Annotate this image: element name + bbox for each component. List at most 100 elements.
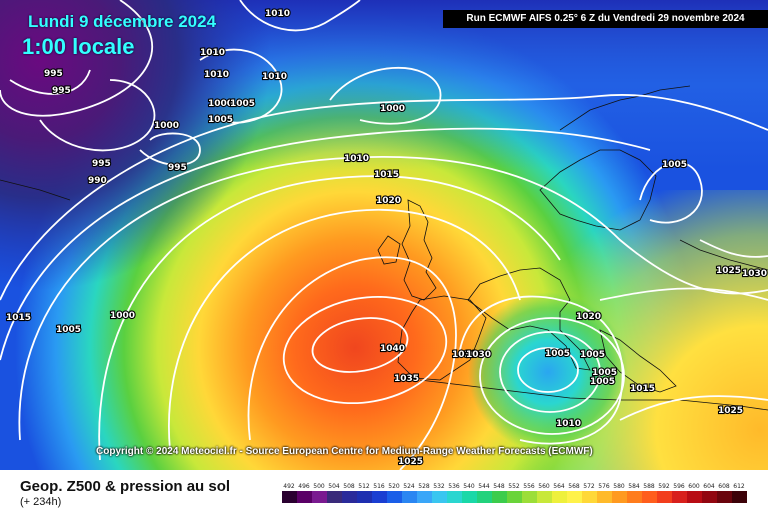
- colorbar-tick-label: 608: [718, 483, 730, 490]
- colorbar-swatch: [732, 491, 747, 503]
- lead-time: (+ 234h): [20, 496, 62, 508]
- colorbar-tick-label: 580: [613, 483, 625, 490]
- pressure-label: 1010: [262, 72, 287, 82]
- pressure-label: 1025: [718, 406, 743, 416]
- colorbar-swatch: [477, 491, 492, 503]
- pressure-label: 1000: [380, 104, 405, 114]
- colorbar-swatch: [312, 491, 327, 503]
- pressure-label: 1025: [716, 266, 741, 276]
- pressure-label: 1040: [380, 344, 405, 354]
- forecast-date: Lundi 9 décembre 2024: [28, 12, 217, 31]
- colorbar-swatch: [492, 491, 507, 503]
- pressure-label: 1030: [742, 269, 767, 279]
- colorbar-tick-label: 548: [493, 483, 505, 490]
- pressure-label: 1005: [662, 160, 687, 170]
- pressure-label: 1035: [394, 374, 419, 384]
- colorbar-swatch: [522, 491, 537, 503]
- colorbar-tick-label: 604: [703, 483, 715, 490]
- pressure-label: 1020: [376, 196, 401, 206]
- colorbar-tick-label: 568: [568, 483, 580, 490]
- colorbar-swatch: [282, 491, 297, 503]
- pressure-label: 1015: [6, 313, 31, 323]
- colorbar-swatch: [447, 491, 462, 503]
- colorbar-swatch: [372, 491, 387, 503]
- colorbar-tick-label: 536: [448, 483, 460, 490]
- pressure-label: 1005: [592, 368, 617, 378]
- pressure-label: 1010: [556, 419, 581, 429]
- colorbar-tick-label: 592: [658, 483, 670, 490]
- pressure-label: 990: [88, 176, 107, 186]
- colorbar-swatch: [297, 491, 312, 503]
- colorbar-tick-label: 512: [358, 483, 370, 490]
- colorbar-swatch: [402, 491, 417, 503]
- pressure-label: 1030: [466, 350, 491, 360]
- colorbar-swatch: [687, 491, 702, 503]
- colorbar-swatch: [507, 491, 522, 503]
- pressure-label: 1005: [545, 349, 570, 359]
- colorbar-swatch: [462, 491, 477, 503]
- coastlines: [0, 85, 768, 411]
- colorbar-tick-label: 500: [313, 483, 325, 490]
- colorbar-tick-label: 584: [628, 483, 640, 490]
- colorbar-tick-label: 576: [598, 483, 610, 490]
- colorbar-tick-label: 544: [478, 483, 490, 490]
- pressure-label: 995: [92, 159, 111, 169]
- pressure-label: 1010: [200, 48, 225, 58]
- colorbar-swatch: [717, 491, 732, 503]
- pressure-label: 995: [44, 69, 63, 79]
- pressure-label: 1025: [398, 457, 423, 467]
- pressure-label: 1010: [265, 9, 290, 19]
- colorbar-tick-label: 564: [553, 483, 565, 490]
- colorbar-tick-label: 528: [418, 483, 430, 490]
- copyright-notice: Copyright © 2024 Meteociel.fr - Source E…: [96, 446, 593, 457]
- pressure-label: 1000: [110, 311, 135, 321]
- colorbar-swatch: [597, 491, 612, 503]
- colorbar-tick-label: 520: [388, 483, 400, 490]
- colorbar-tick-label: 600: [688, 483, 700, 490]
- pressure-label: 1020: [576, 312, 601, 322]
- colorbar-swatch: [387, 491, 402, 503]
- colorbar-tick-label: 504: [328, 483, 340, 490]
- forecast-map: 1010 1010 1010 1010 995 995 1000 1005 10…: [0, 0, 768, 470]
- colorbar-tick-label: 612: [733, 483, 745, 490]
- pressure-label: 1015: [630, 384, 655, 394]
- colorbar-swatch: [582, 491, 597, 503]
- colorbar-tick-label: 552: [508, 483, 520, 490]
- pressure-label: 995: [168, 163, 187, 173]
- northwest-low-field: [0, 0, 360, 300]
- colorbar-tick-label: 516: [373, 483, 385, 490]
- colorbar-tick-label: 560: [538, 483, 550, 490]
- colorbar-tick-label: 532: [433, 483, 445, 490]
- pressure-label: 995: [52, 86, 71, 96]
- colorbar-tick-label: 556: [523, 483, 535, 490]
- colorbar-swatch: [432, 491, 447, 503]
- pressure-label: 1005: [56, 325, 81, 335]
- colorbar-tick-label: 588: [643, 483, 655, 490]
- colorbar-swatch: [657, 491, 672, 503]
- colorbar-tick-label: 596: [673, 483, 685, 490]
- colorbar-swatch: [417, 491, 432, 503]
- colorbar-tick-label: 572: [583, 483, 595, 490]
- colorbar-swatch: [702, 491, 717, 503]
- pressure-label: 1015: [374, 170, 399, 180]
- colorbar-swatch: [342, 491, 357, 503]
- colorbar-swatch: [552, 491, 567, 503]
- run-info: Run ECMWF AIFS 0.25° 6 Z du Vendredi 29 …: [443, 10, 768, 28]
- pressure-label: 1005: [230, 99, 255, 109]
- isobars: [0, 0, 768, 470]
- colorbar-swatch: [612, 491, 627, 503]
- colorbar-swatch: [672, 491, 687, 503]
- pressure-label: 1005: [580, 350, 605, 360]
- map-title: Geop. Z500 & pression au sol: [20, 478, 231, 495]
- colorbar-swatch: [567, 491, 582, 503]
- pressure-label: 1000: [208, 99, 233, 109]
- colorbar-tick-label: 492: [283, 483, 295, 490]
- local-time: 1:00 locale: [22, 34, 135, 59]
- pressure-label: 1005: [208, 115, 233, 125]
- colorbar-swatch: [357, 491, 372, 503]
- pressure-label: 1010: [344, 154, 369, 164]
- colorbar-tick-label: 496: [298, 483, 310, 490]
- colorbar-tick-label: 524: [403, 483, 415, 490]
- colorbar-swatch: [642, 491, 657, 503]
- pressure-label: 1030: [452, 350, 477, 360]
